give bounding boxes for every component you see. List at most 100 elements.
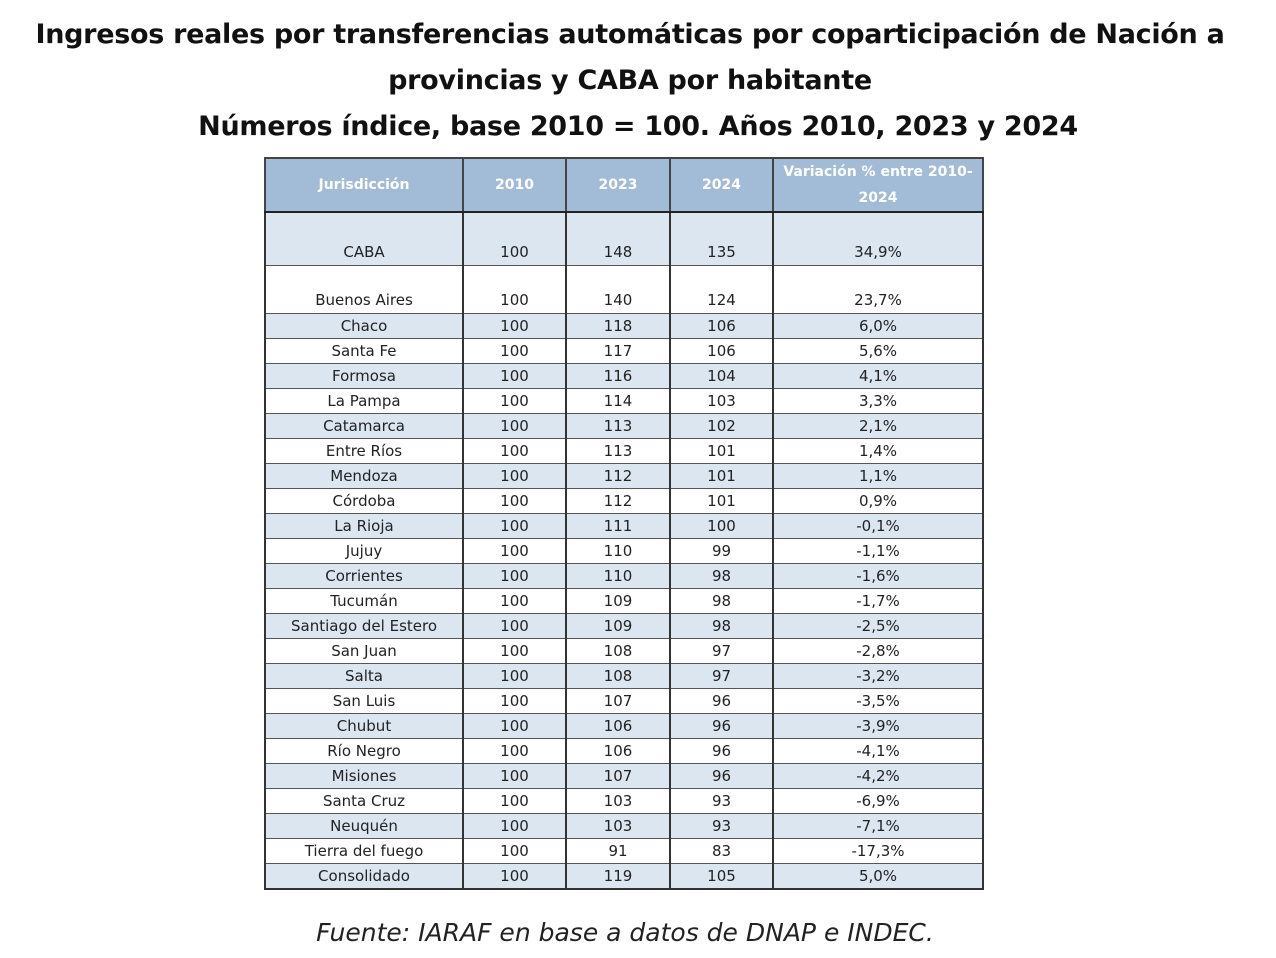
table-row: Chaco 100 118 106 6,0%	[264, 313, 984, 339]
cell: -3,5%	[772, 688, 984, 714]
cell: 1,4%	[772, 438, 984, 464]
cell: 105	[669, 863, 774, 890]
row-label: San Luis	[264, 688, 464, 714]
cell: 100	[462, 513, 567, 539]
cell: 106	[565, 738, 671, 764]
cell: 5,0%	[772, 863, 984, 890]
cell: 4,1%	[772, 363, 984, 389]
cell: 102	[669, 413, 774, 439]
row-label: Consolidado	[264, 863, 464, 890]
cell: 96	[669, 713, 774, 739]
cell: 100	[462, 488, 567, 514]
cell: 111	[565, 513, 671, 539]
cell: 110	[565, 538, 671, 564]
cell: 107	[565, 688, 671, 714]
cell: 100	[462, 863, 567, 890]
cell: -1,6%	[772, 563, 984, 589]
cell: 1,1%	[772, 463, 984, 489]
cell: 100	[669, 513, 774, 539]
table-row: Salta 100 108 97 -3,2%	[264, 663, 984, 689]
cell: 96	[669, 688, 774, 714]
table-row: Santiago del Estero 100 109 98 -2,5%	[264, 613, 984, 639]
table-row: Mendoza 100 112 101 1,1%	[264, 463, 984, 489]
cell: 114	[565, 388, 671, 414]
table-body: CABA 100 148 135 34,9% Buenos Aires 100 140 124 2…	[264, 212, 984, 890]
column-header: Variación % entre 2010-2024	[772, 157, 984, 213]
table-row: CABA 100 148 135 34,9%	[264, 212, 984, 266]
title: Ingresos reales por transferencias autom…	[35, 19, 1225, 96]
cell: 100	[462, 638, 567, 664]
cell: 93	[669, 788, 774, 814]
cell: 100	[462, 563, 567, 589]
table-row: Río Negro 100 106 96 -4,1%	[264, 738, 984, 764]
row-label: Chaco	[264, 313, 464, 339]
cell: 97	[669, 638, 774, 664]
cell: 106	[669, 313, 774, 339]
row-label: Misiones	[264, 763, 464, 789]
cell: 99	[669, 538, 774, 564]
subtitle: Números índice, base 2010 = 100. Años 20…	[198, 111, 1078, 142]
cell: -3,9%	[772, 713, 984, 739]
cell: 110	[565, 563, 671, 589]
cell: 34,9%	[772, 212, 984, 266]
table-row: Misiones 100 107 96 -4,2%	[264, 763, 984, 789]
cell: 98	[669, 563, 774, 589]
cell: 5,6%	[772, 338, 984, 364]
row-label: Formosa	[264, 363, 464, 389]
row-label: Santa Cruz	[264, 788, 464, 814]
cell: -6,9%	[772, 788, 984, 814]
cell: 83	[669, 838, 774, 864]
cell: 100	[462, 813, 567, 839]
cell: 100	[462, 763, 567, 789]
cell: 124	[669, 265, 774, 314]
column-header: 2010	[462, 157, 567, 213]
cell: -4,2%	[772, 763, 984, 789]
cell: 100	[462, 738, 567, 764]
table-row: Corrientes 100 110 98 -1,6%	[264, 563, 984, 589]
table-row: San Juan 100 108 97 -2,8%	[264, 638, 984, 664]
cell: 6,0%	[772, 313, 984, 339]
row-label: Santiago del Estero	[264, 613, 464, 639]
cell: 100	[462, 265, 567, 314]
cell: 98	[669, 588, 774, 614]
cell: 100	[462, 338, 567, 364]
table-row: Formosa 100 116 104 4,1%	[264, 363, 984, 389]
cell: 109	[565, 588, 671, 614]
cell: 116	[565, 363, 671, 389]
cell: 100	[462, 663, 567, 689]
row-label: Salta	[264, 663, 464, 689]
cell: 112	[565, 463, 671, 489]
row-label: San Juan	[264, 638, 464, 664]
table-row: Chubut 100 106 96 -3,9%	[264, 713, 984, 739]
cell: 100	[462, 463, 567, 489]
cell: 100	[462, 713, 567, 739]
row-label: Buenos Aires	[264, 265, 464, 314]
table-row: La Pampa 100 114 103 3,3%	[264, 388, 984, 414]
cell: 101	[669, 488, 774, 514]
column-header: 2024	[669, 157, 774, 213]
table-row: La Rioja 100 111 100 -0,1%	[264, 513, 984, 539]
table-row: Santa Fe 100 117 106 5,6%	[264, 338, 984, 364]
table-row: Jujuy 100 110 99 -1,1%	[264, 538, 984, 564]
cell: 2,1%	[772, 413, 984, 439]
cell: 101	[669, 463, 774, 489]
row-label: Tucumán	[264, 588, 464, 614]
table-row: Buenos Aires 100 140 124 23,7%	[264, 265, 984, 314]
cell: 119	[565, 863, 671, 890]
cell: 148	[565, 212, 671, 266]
cell: 101	[669, 438, 774, 464]
row-label: Catamarca	[264, 413, 464, 439]
cell: 113	[565, 413, 671, 439]
cell: -2,5%	[772, 613, 984, 639]
table-row: Tierra del fuego 100 91 83 -17,3%	[264, 838, 984, 864]
cell: 100	[462, 313, 567, 339]
cell: 135	[669, 212, 774, 266]
cell: 96	[669, 738, 774, 764]
row-label: La Pampa	[264, 388, 464, 414]
table-row: Neuquén 100 103 93 -7,1%	[264, 813, 984, 839]
cell: 100	[462, 413, 567, 439]
cell: 3,3%	[772, 388, 984, 414]
cell: 109	[565, 613, 671, 639]
cell: 103	[669, 388, 774, 414]
row-label: Neuquén	[264, 813, 464, 839]
